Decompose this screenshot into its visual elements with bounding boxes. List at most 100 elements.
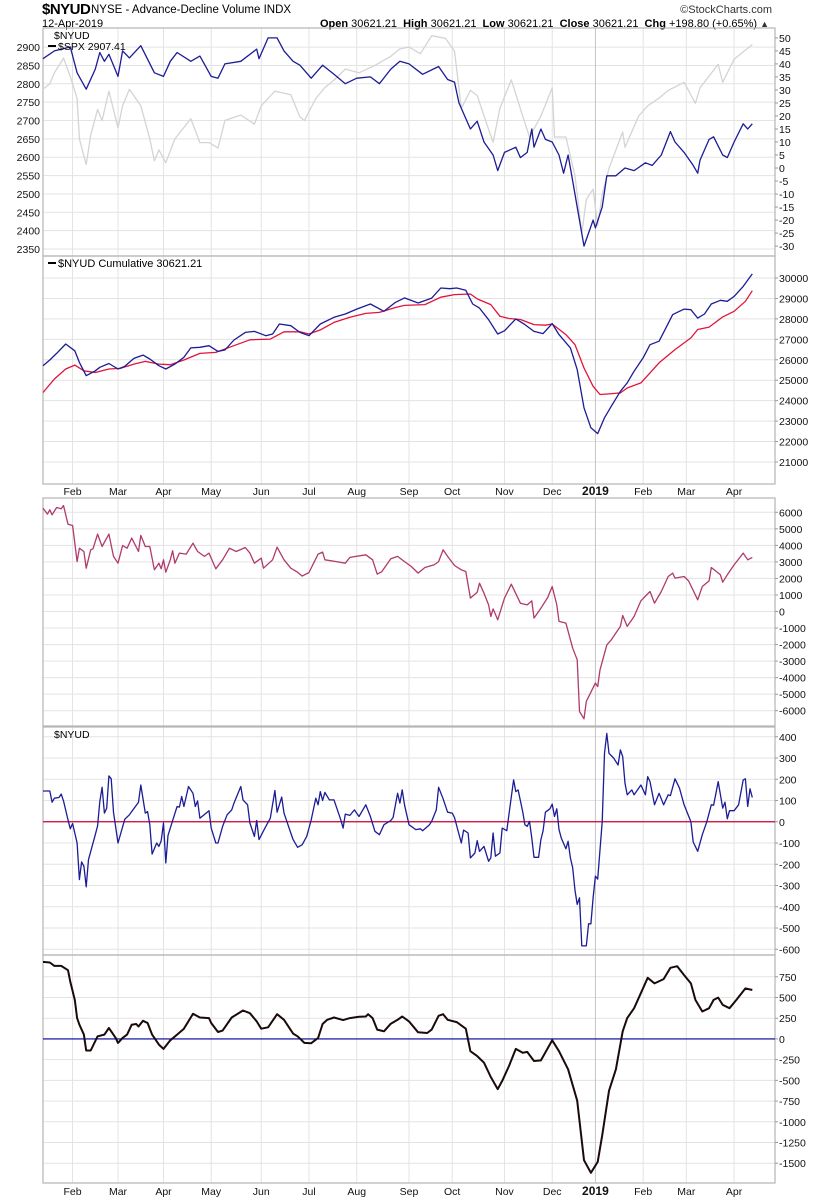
right-axis-label: 15: [779, 124, 791, 136]
left-axis-label: 2600: [17, 152, 41, 164]
right-axis-label: -600: [779, 944, 800, 956]
right-axis-label: -25: [779, 228, 794, 240]
date-axis-label: Aug: [347, 486, 366, 498]
date-axis-label: Aug: [347, 1186, 366, 1198]
open-label: Open: [319, 18, 349, 30]
copyright: ©StockCharts.com: [680, 4, 772, 16]
date-axis-label: Jun: [253, 486, 270, 498]
left-axis-label: 2350: [17, 244, 41, 256]
date-axis-label: Nov: [495, 486, 514, 498]
right-axis-label: 100: [779, 796, 797, 808]
right-axis-label: 23000: [779, 416, 808, 428]
date-axis-label: Sep: [400, 1186, 419, 1198]
right-axis-label: -4000: [779, 673, 806, 685]
date-axis-label: Mar: [109, 1186, 128, 1198]
right-axis-label: 4000: [779, 540, 803, 552]
date-axis-label: May: [201, 486, 222, 498]
right-axis-label: -1500: [779, 1158, 806, 1170]
right-axis-label: 5: [779, 150, 785, 162]
right-axis-label: -100: [779, 838, 800, 850]
right-axis-label: 500: [779, 993, 797, 1005]
right-axis-label: -300: [779, 881, 800, 893]
right-axis-label: -5000: [779, 689, 806, 701]
right-axis-label: -30: [779, 241, 794, 253]
date-axis-label: Mar: [677, 486, 696, 498]
date-axis-label: Feb: [64, 1186, 82, 1198]
date-axis-label: 2019: [582, 1184, 609, 1198]
legend-label: $NYUD: [54, 729, 90, 741]
series-line--nyud: [42, 37, 753, 247]
left-axis-label: 2750: [17, 97, 41, 109]
series-line--spx: [42, 35, 753, 234]
right-axis-label: 29000: [779, 293, 808, 305]
date-axis-label: 2019: [582, 484, 609, 498]
date-axis-label: Mar: [677, 1186, 696, 1198]
open-value: 30621.21: [351, 18, 398, 30]
legend-label: $NYUD: [54, 30, 90, 42]
left-axis-label: 2900: [17, 42, 41, 54]
right-axis-label: 5000: [779, 524, 803, 536]
right-axis-label: -5: [779, 176, 788, 188]
date-axis-label: Apr: [155, 486, 172, 498]
right-axis-label: -400: [779, 902, 800, 914]
high-label: High: [403, 18, 428, 30]
date-axis-label: Feb: [634, 486, 652, 498]
left-axis-label: 2400: [17, 226, 41, 238]
left-axis-label: 2800: [17, 79, 41, 91]
right-axis-label: 27000: [779, 334, 808, 346]
left-axis-label: 2700: [17, 116, 41, 128]
left-axis-label: 2550: [17, 171, 41, 183]
right-axis-label: 22000: [779, 437, 808, 449]
panel-border: [42, 255, 776, 485]
triangle-up-icon: ▲: [760, 19, 769, 29]
series-line-moving-average: [42, 290, 753, 396]
right-axis-label: -3000: [779, 656, 806, 668]
panel-border: [42, 954, 776, 1184]
right-axis-label: 200: [779, 774, 797, 786]
high-value: 30621.21: [430, 18, 477, 30]
right-axis-label: -250: [779, 1055, 800, 1067]
right-axis-label: 0: [779, 1034, 785, 1046]
left-axis-label: 2500: [17, 189, 41, 201]
date-axis-label: Jul: [302, 1186, 315, 1198]
series-line--nyud: [43, 732, 753, 947]
right-axis-label: -1250: [779, 1137, 806, 1149]
right-axis-label: -1000: [779, 623, 806, 635]
series-line-indicator: [42, 504, 753, 720]
date-axis-label: Mar: [109, 486, 128, 498]
symbol-description: NYSE - Advance-Decline Volume INDX: [91, 4, 292, 16]
date-axis-label: Feb: [634, 1186, 652, 1198]
ohlc-readout: Open 30621.21 High 30621.21 Low 30621.21…: [320, 18, 772, 30]
date-axis-label: May: [201, 1186, 222, 1198]
left-axis-label: 2650: [17, 134, 41, 146]
symbol-title: $NYUD: [42, 1, 91, 18]
left-axis-label: 2450: [17, 207, 41, 219]
right-axis-label: 1000: [779, 590, 803, 602]
close-label: Close: [559, 18, 590, 30]
right-axis-label: 3000: [779, 557, 803, 569]
right-axis-label: -6000: [779, 706, 806, 718]
right-axis-label: 2000: [779, 573, 803, 585]
date-axis-label: Oct: [444, 486, 460, 498]
right-axis-label: 26000: [779, 355, 808, 367]
date-axis-label: Oct: [444, 1186, 460, 1198]
right-axis-label: 24000: [779, 396, 808, 408]
right-axis-label: 400: [779, 732, 797, 744]
right-axis-label: -1000: [779, 1117, 806, 1129]
right-axis-label: 10: [779, 137, 791, 149]
right-axis-label: 250: [779, 1013, 797, 1025]
right-axis-label: -20: [779, 215, 794, 227]
date-axis-label: Dec: [543, 1186, 562, 1198]
left-axis-label: 2850: [17, 60, 41, 72]
date-axis-label: Jun: [253, 1186, 270, 1198]
date-axis-label: Feb: [64, 486, 82, 498]
right-axis-label: 30: [779, 85, 791, 97]
right-axis-label: -15: [779, 202, 794, 214]
right-axis-label: 35: [779, 72, 791, 84]
right-axis-label: 0: [779, 163, 785, 175]
date-axis-label: Nov: [495, 1186, 514, 1198]
low-label: Low: [482, 18, 505, 30]
right-axis-label: 20: [779, 111, 791, 123]
date-axis-label: Apr: [726, 486, 743, 498]
